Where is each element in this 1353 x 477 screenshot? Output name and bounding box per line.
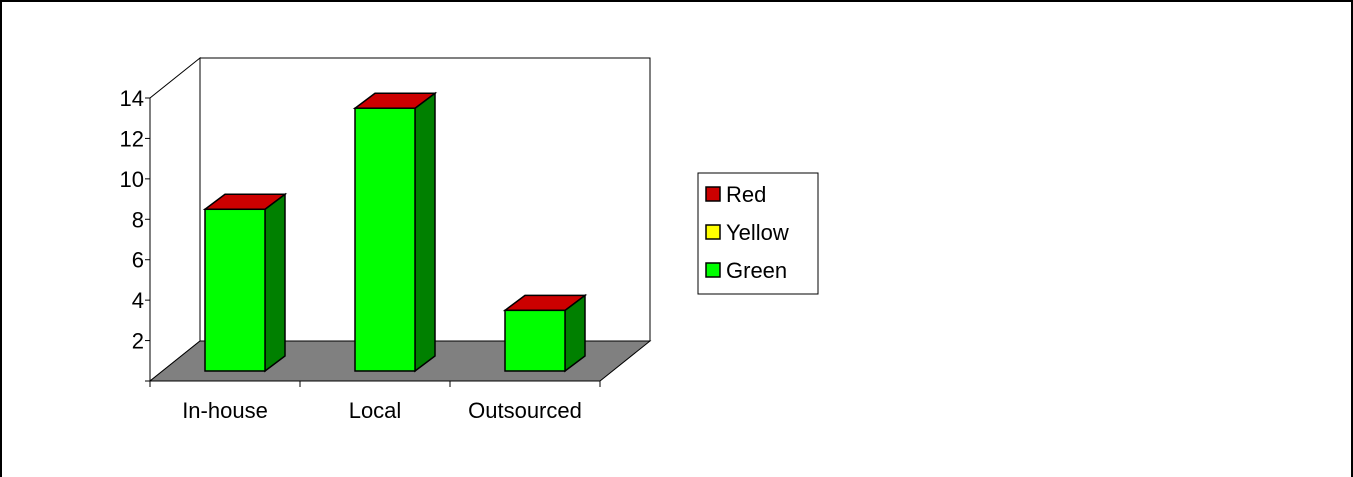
bar-front [204, 208, 266, 372]
y-tick-label: 12 [120, 126, 144, 151]
bar-side [264, 192, 286, 373]
bar-front [354, 107, 416, 372]
axes: 2 4 6 8 10 12 14 In-house Local Outsourced [120, 86, 601, 423]
x-tick-label: In-house [182, 398, 268, 423]
legend-swatch [705, 224, 721, 240]
legend-item: Green [705, 258, 787, 283]
legend-item: Red [705, 182, 766, 207]
y-tick-label: 8 [132, 207, 144, 232]
x-tick-label: Outsourced [468, 398, 582, 423]
bars [202, 91, 588, 373]
legend-label: Green [726, 258, 787, 283]
bar [202, 192, 288, 373]
y-tick-label: 4 [132, 288, 144, 313]
legend: Red Yellow Green [697, 172, 819, 295]
legend-item: Yellow [705, 220, 789, 245]
bar [502, 293, 588, 373]
bar-front [504, 309, 566, 372]
x-tick-label: Local [349, 398, 402, 423]
legend-swatch [705, 262, 721, 278]
y-tick-label: 10 [120, 167, 144, 192]
y-tick-label: 2 [132, 329, 144, 354]
y-tick-label: 14 [120, 86, 144, 111]
y-tick-label: 6 [132, 248, 144, 273]
legend-label: Yellow [726, 220, 789, 245]
side-wall [149, 56, 201, 383]
bar-side [414, 91, 436, 373]
legend-label: Red [726, 182, 766, 207]
legend-swatch [705, 186, 721, 202]
bar [352, 91, 438, 373]
